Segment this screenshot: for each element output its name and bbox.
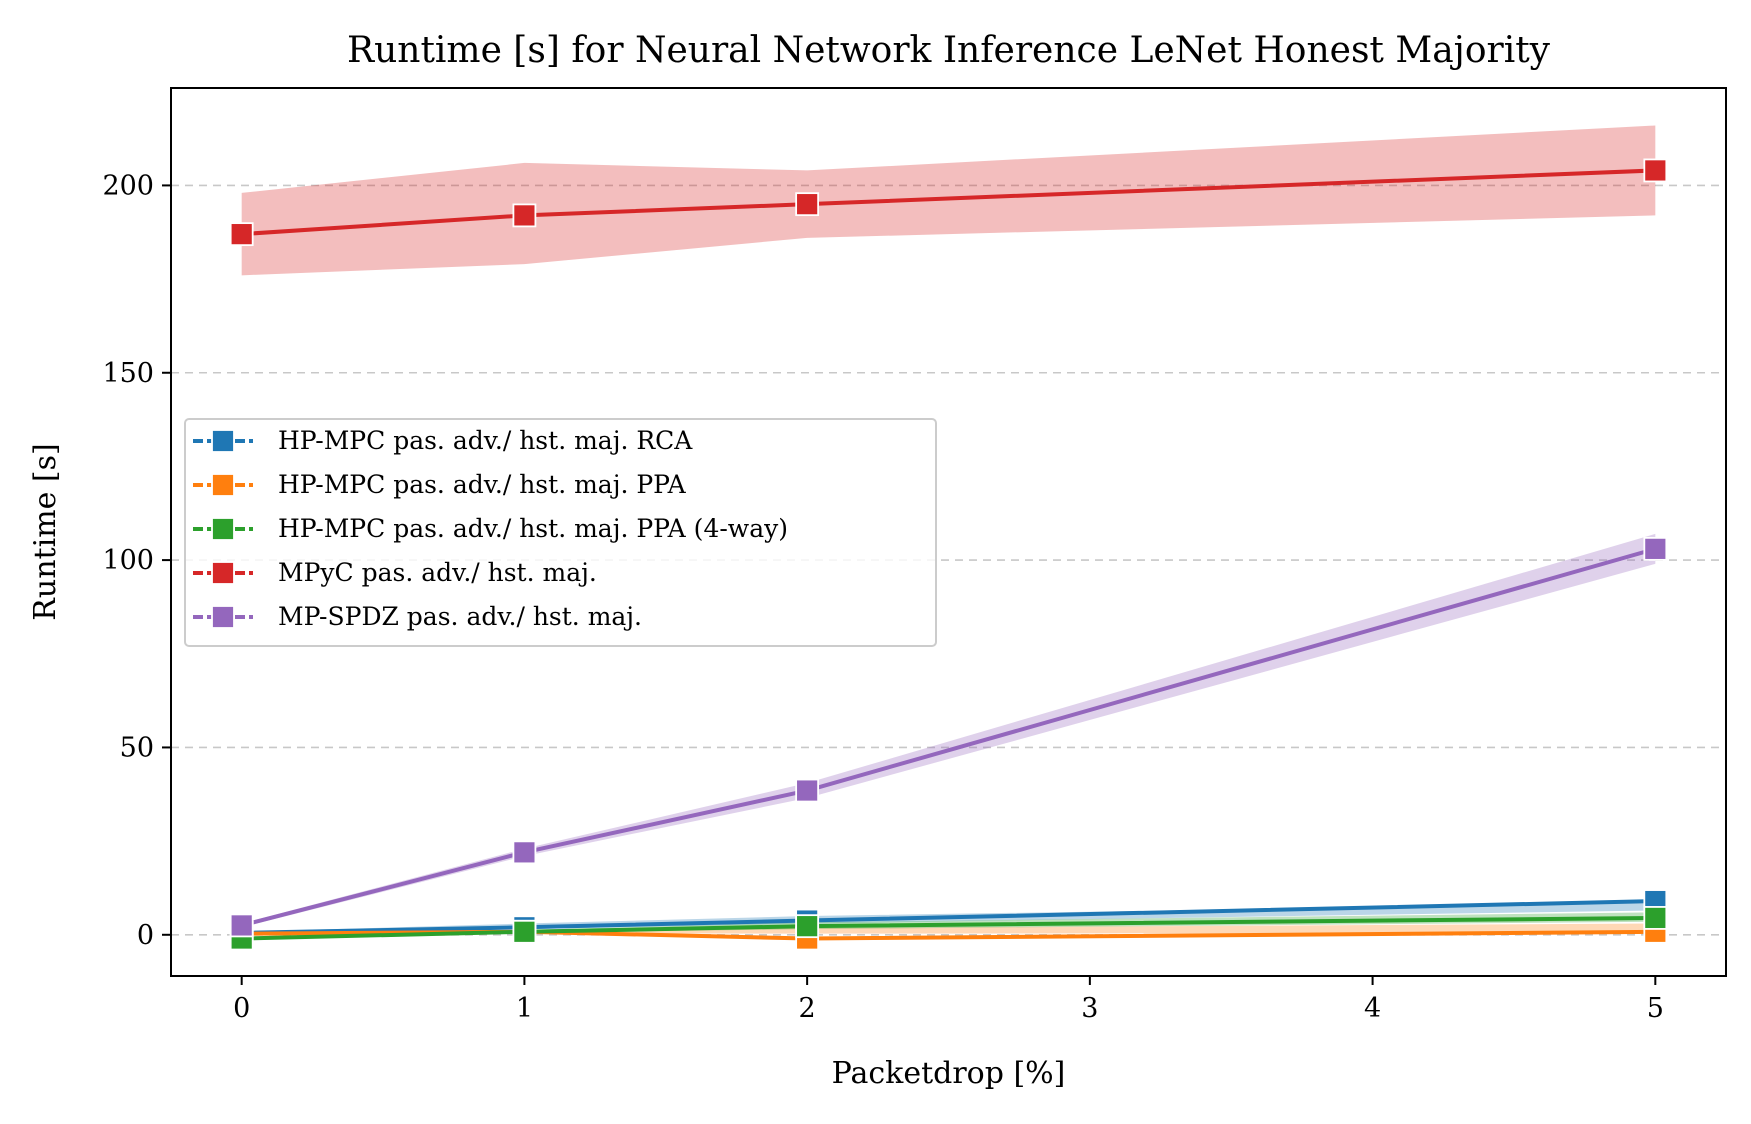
x-tick-label: 0 bbox=[233, 993, 250, 1024]
legend-label: HP-MPC pas. adv./ hst. maj. PPA bbox=[278, 470, 687, 499]
y-tick-label: 200 bbox=[102, 170, 154, 201]
y-axis-label: Runtime [s] bbox=[28, 443, 63, 620]
legend-marker bbox=[211, 561, 235, 585]
tick-layer: 0 50 100 150 200 0 1 2 3 4 5 bbox=[102, 170, 1663, 1024]
data-point bbox=[1643, 906, 1668, 930]
data-point bbox=[1643, 536, 1668, 561]
x-axis-label: Packetdrop [%] bbox=[832, 1056, 1066, 1091]
x-tick-label: 3 bbox=[1081, 993, 1098, 1024]
line-layer bbox=[241, 168, 1656, 941]
data-point bbox=[229, 913, 254, 938]
legend-label: MPyC pas. adv./ hst. maj. bbox=[278, 558, 597, 587]
series-line bbox=[241, 929, 1656, 941]
series-line bbox=[241, 915, 1656, 941]
x-tick-label: 2 bbox=[799, 993, 816, 1024]
series-line bbox=[241, 168, 1656, 237]
y-tick-label: 50 bbox=[120, 732, 154, 763]
data-point bbox=[512, 840, 537, 865]
data-point bbox=[1643, 158, 1668, 183]
marker-layer bbox=[229, 158, 1668, 951]
data-point bbox=[512, 919, 537, 944]
x-tick-label: 1 bbox=[516, 993, 533, 1024]
series-line bbox=[241, 899, 1656, 935]
legend-label: HP-MPC pas. adv./ hst. maj. RCA bbox=[278, 426, 693, 455]
data-point bbox=[512, 203, 537, 228]
data-point bbox=[229, 222, 254, 247]
x-tick-label: 4 bbox=[1364, 993, 1381, 1024]
chart-title: Runtime [s] for Neural Network Inference… bbox=[347, 30, 1551, 71]
x-tick-label: 5 bbox=[1647, 993, 1664, 1024]
legend-marker bbox=[211, 473, 235, 497]
legend-marker bbox=[211, 517, 235, 541]
legend-box bbox=[184, 418, 937, 647]
legend: HP-MPC pas. adv./ hst. maj. RCA HP-MPC pa… bbox=[184, 418, 937, 647]
legend-items: HP-MPC pas. adv./ hst. maj. RCA HP-MPC pa… bbox=[193, 426, 788, 631]
legend-marker bbox=[211, 605, 235, 629]
data-point bbox=[795, 914, 820, 939]
legend-label: MP-SPDZ pas. adv./ hst. maj. bbox=[278, 602, 642, 631]
plot-frame bbox=[170, 87, 1727, 977]
y-tick-label: 0 bbox=[137, 920, 154, 951]
legend-marker bbox=[211, 429, 235, 453]
y-tick-label: 150 bbox=[102, 358, 154, 389]
data-point bbox=[795, 192, 820, 217]
legend-label: HP-MPC pas. adv./ hst. maj. PPA (4-way) bbox=[278, 514, 788, 543]
y-tick-label: 100 bbox=[102, 545, 154, 576]
data-point bbox=[795, 778, 820, 803]
series-line bbox=[241, 546, 1656, 928]
